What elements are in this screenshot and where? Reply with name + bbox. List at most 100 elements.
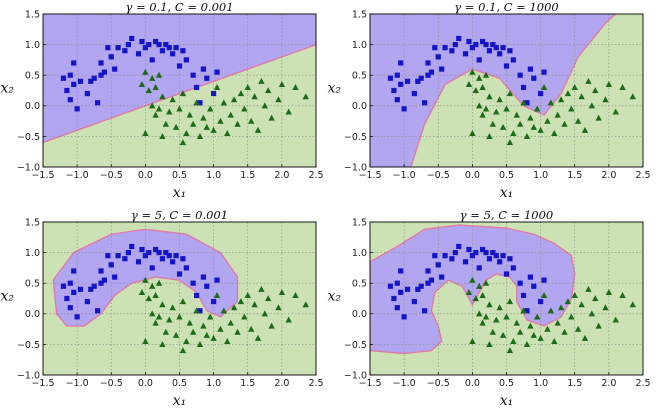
triangle-point <box>574 325 582 332</box>
x-tick-label: 2.5 <box>635 170 650 181</box>
triangle-point <box>479 292 486 299</box>
square-point <box>527 274 533 280</box>
square-point <box>517 72 523 78</box>
triangle-point <box>265 295 272 302</box>
triangle-point <box>217 325 224 332</box>
triangle-point <box>196 341 204 347</box>
y-tick-label: 1.5 <box>352 217 367 228</box>
square-point <box>497 259 503 265</box>
square-point <box>449 256 455 262</box>
triangle-point <box>159 341 166 347</box>
square-point <box>520 292 527 299</box>
triangle-point <box>540 292 548 299</box>
triangle-point <box>162 120 170 127</box>
x-axis-label: x₁ <box>173 393 187 409</box>
triangle-point <box>285 108 292 115</box>
x-tick-label: −0.5 <box>427 378 450 389</box>
triangle-point <box>557 304 565 311</box>
subplot-title: γ = 0.1, C = 0.001 <box>125 0 233 14</box>
square-point <box>64 295 70 302</box>
triangle-point <box>564 90 572 97</box>
subplot-title: γ = 5, C = 1000 <box>460 208 553 222</box>
square-point <box>139 246 145 253</box>
triangle-point <box>506 139 514 146</box>
triangle-point <box>581 334 589 341</box>
triangle-point <box>588 102 596 109</box>
triangle-point <box>230 96 238 103</box>
square-point <box>398 60 404 66</box>
y-tick-label: −1.0 <box>17 370 40 381</box>
triangle-point <box>179 139 187 146</box>
square-point <box>439 66 445 72</box>
square-point <box>428 69 435 75</box>
y-tick-label: −0.5 <box>344 132 367 143</box>
triangle-point <box>602 304 609 311</box>
square-point <box>507 48 513 54</box>
x-tick-label: 2.0 <box>601 170 616 181</box>
triangle-point <box>183 337 190 344</box>
square-point <box>432 45 438 51</box>
triangle-point <box>506 90 514 97</box>
triangle-point <box>523 341 531 347</box>
square-point <box>466 246 472 253</box>
region-square-class <box>370 14 643 167</box>
x-tick-label: 0.0 <box>465 170 480 181</box>
triangle-point <box>196 133 204 139</box>
square-point <box>442 253 448 259</box>
square-point <box>176 271 183 277</box>
triangle-point <box>534 105 541 112</box>
square-point <box>493 45 499 51</box>
triangle-point <box>595 322 602 329</box>
square-point <box>193 292 200 299</box>
y-tick-label: −1.0 <box>344 162 367 173</box>
y-axis-label: x₂ <box>0 81 14 97</box>
x-tick-label: 2.0 <box>601 378 616 389</box>
triangle-point <box>482 279 490 286</box>
triangle-point <box>629 301 636 308</box>
triangle-point <box>595 114 602 121</box>
x-tick-label: −0.5 <box>427 170 450 181</box>
x-tick-label: −1.5 <box>31 170 54 181</box>
triangle-point <box>159 301 166 308</box>
triangle-point <box>510 129 517 136</box>
triangle-point <box>241 313 248 320</box>
triangle-point <box>479 84 486 91</box>
triangle-point <box>179 90 187 97</box>
square-point <box>404 286 411 292</box>
triangle-point <box>265 87 272 94</box>
triangle-point <box>142 68 149 75</box>
triangle-point <box>537 126 544 133</box>
square-point <box>211 90 217 97</box>
square-point <box>507 256 513 262</box>
square-point <box>60 283 67 289</box>
triangle-point <box>534 313 541 320</box>
triangle-point <box>210 126 217 133</box>
square-point <box>442 45 448 51</box>
square-point <box>469 45 475 51</box>
triangle-point <box>142 276 149 283</box>
square-point <box>67 97 73 103</box>
triangle-point <box>247 325 255 332</box>
triangle-point <box>207 105 214 112</box>
triangle-point <box>217 117 224 124</box>
square-point <box>98 268 104 274</box>
triangle-point <box>261 310 269 317</box>
triangle-point <box>506 347 514 354</box>
x-tick-label: −1.0 <box>393 378 416 389</box>
triangle-point <box>465 80 473 87</box>
triangle-point <box>159 93 166 100</box>
triangle-point <box>499 331 507 338</box>
decision-boundary <box>370 224 576 355</box>
triangle-point <box>496 96 503 103</box>
triangle-point <box>493 108 500 115</box>
y-tick-label: 1.0 <box>25 40 40 51</box>
x-tick-label: 1.5 <box>567 378 582 389</box>
triangle-point <box>469 276 476 283</box>
triangle-point <box>234 120 241 127</box>
triangle-point <box>469 129 476 136</box>
square-point <box>490 250 496 256</box>
square-point <box>149 265 155 271</box>
square-point <box>98 280 104 286</box>
triangle-point <box>530 331 537 338</box>
